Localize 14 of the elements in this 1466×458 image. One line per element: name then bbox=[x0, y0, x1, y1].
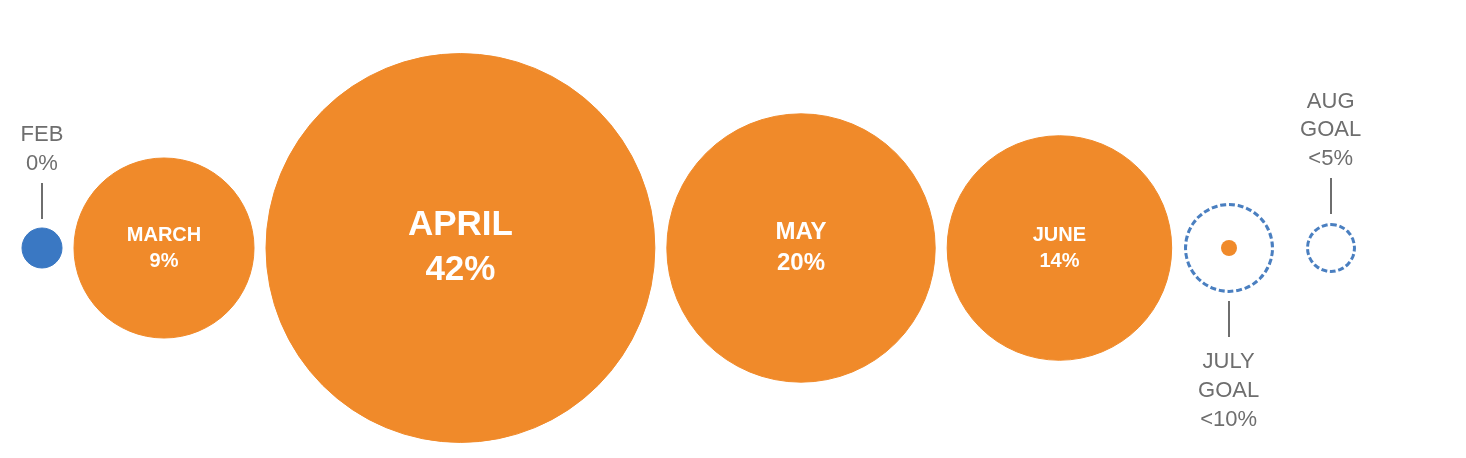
category-label: JUNE bbox=[1032, 222, 1087, 245]
data-label: 9% bbox=[149, 248, 179, 271]
data-label: 0% bbox=[26, 149, 58, 175]
category-label: AUG GOAL bbox=[1300, 87, 1362, 142]
category-label: JULY GOAL bbox=[1198, 348, 1260, 402]
category-label: APRIL bbox=[407, 202, 513, 242]
data-label: 42% bbox=[425, 248, 496, 288]
category-label: MAY bbox=[775, 217, 827, 245]
data-label: <10% bbox=[1200, 405, 1258, 431]
category-label: MARCH bbox=[126, 222, 202, 245]
data-label: <5% bbox=[1308, 144, 1353, 170]
category-label: FEB bbox=[20, 121, 64, 147]
data-label: 14% bbox=[1039, 248, 1080, 271]
data-label: 20% bbox=[776, 248, 826, 276]
